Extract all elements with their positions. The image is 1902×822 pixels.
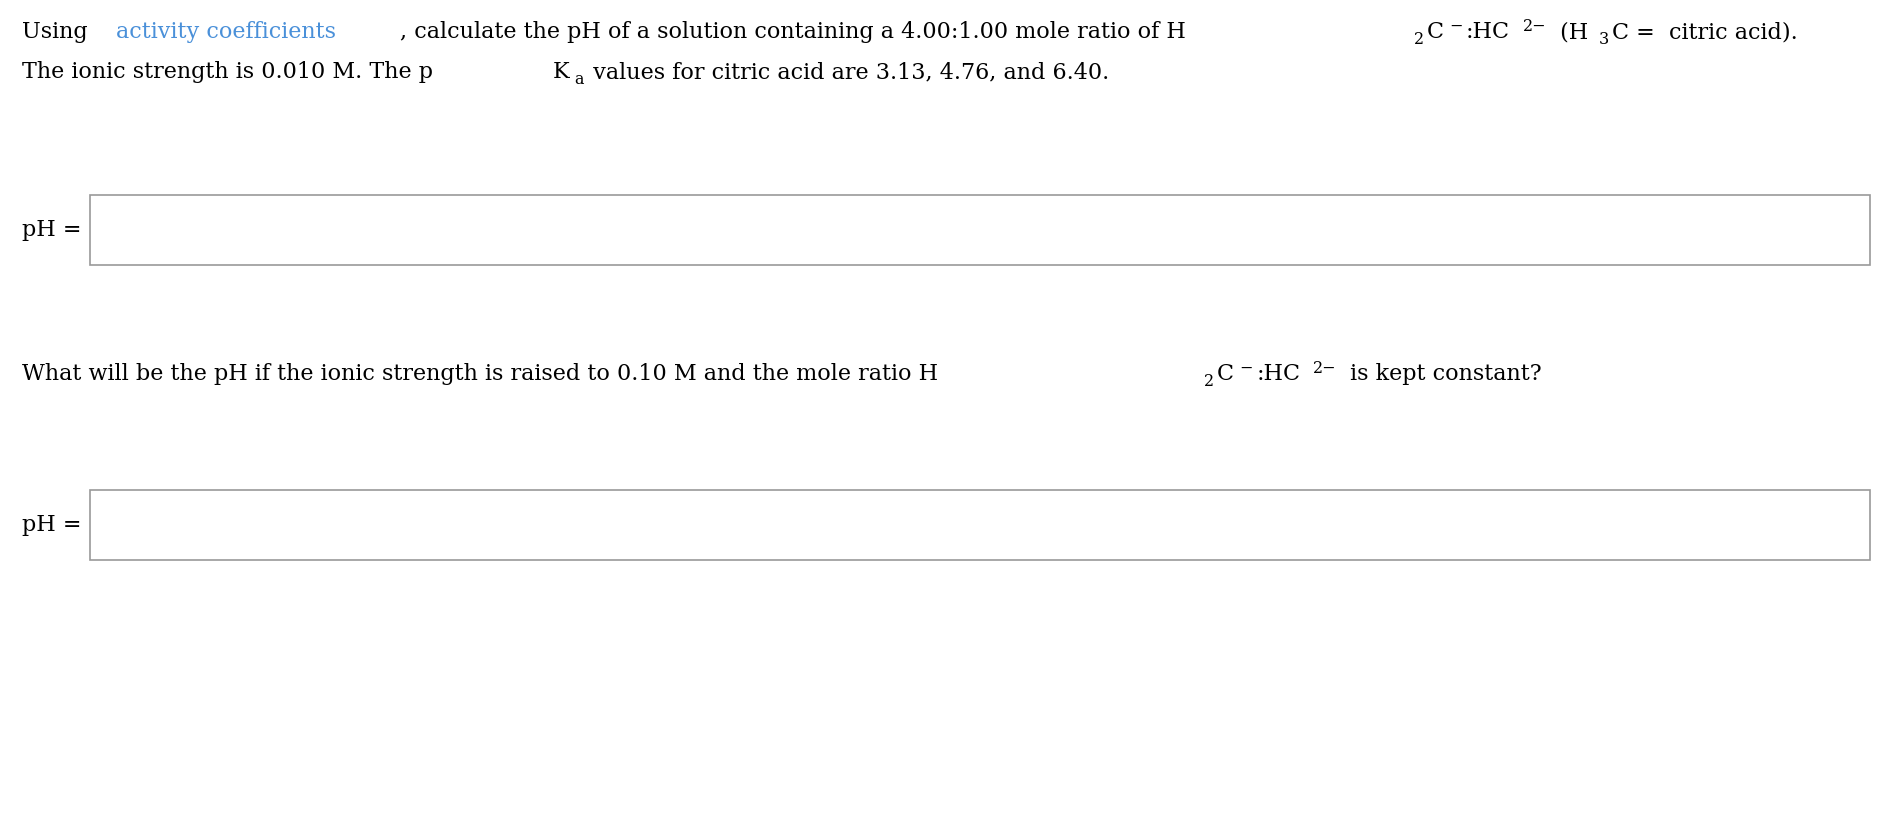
Bar [89,195,1870,265]
Text: What will be the pH if the ionic strength is raised to 0.10 M and the mole ratio: What will be the pH if the ionic strengt… [23,363,938,385]
Text: C =  citric acid).: C = citric acid). [1611,21,1797,43]
Text: 2: 2 [1204,372,1213,390]
Text: 2: 2 [1413,30,1425,48]
Text: pH =: pH = [23,514,82,536]
Text: −: − [1449,18,1463,35]
Text: −: − [1238,360,1253,376]
Text: activity coefficients: activity coefficients [116,21,337,43]
Text: is kept constant?: is kept constant? [1343,363,1543,385]
Text: 2−: 2− [1312,360,1337,376]
Text: Using: Using [23,21,95,43]
Text: C: C [1426,21,1444,43]
Text: K: K [552,61,569,83]
Bar [89,490,1870,560]
Text: , calculate the pH of a solution containing a 4.00:1.00 mole ratio of H: , calculate the pH of a solution contain… [399,21,1185,43]
Text: values for citric acid are 3.13, 4.76, and 6.40.: values for citric acid are 3.13, 4.76, a… [586,61,1109,83]
Text: 3: 3 [1598,30,1609,48]
Text: The ionic strength is 0.010 M. The p: The ionic strength is 0.010 M. The p [23,61,434,83]
Text: :HC: :HC [1466,21,1510,43]
Text: 2−: 2− [1524,18,1546,35]
Text: :HC: :HC [1257,363,1301,385]
Text: a: a [574,71,584,88]
Text: pH =: pH = [23,219,82,241]
Text: C: C [1217,363,1234,385]
Text: (H: (H [1554,21,1588,43]
